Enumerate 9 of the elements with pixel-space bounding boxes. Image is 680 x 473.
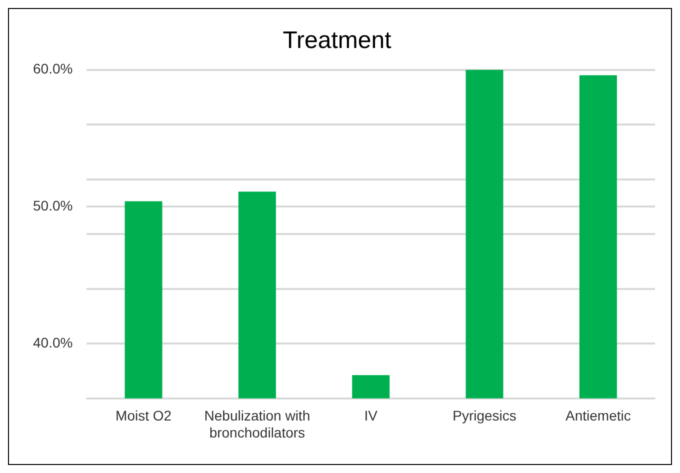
x-tick-label: IV — [364, 408, 378, 424]
chart-title: Treatment — [282, 27, 392, 54]
y-tick-label: 60.0% — [32, 60, 73, 77]
x-tick-label: Nebulization with bronchodilators — [204, 408, 310, 440]
y-tick-label: 40.0% — [32, 334, 73, 350]
y-tick-label: 50.0% — [32, 198, 73, 214]
x-tick-label: Pyrigesics — [452, 408, 516, 424]
x-tick-label: Moist O2 — [116, 408, 172, 424]
x-tick-label: Antiemetic — [565, 408, 631, 424]
